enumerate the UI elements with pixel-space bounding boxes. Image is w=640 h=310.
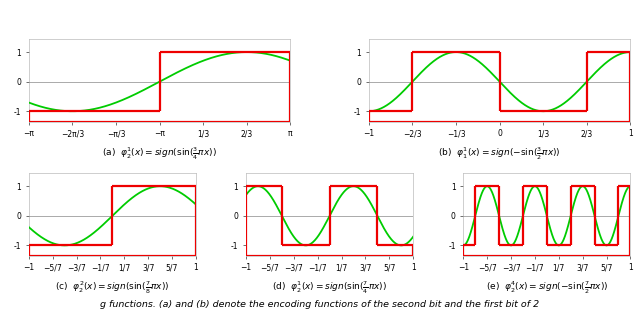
- X-axis label: (b)  $\varphi_1^1(x) = sign(-\sin(\frac{3}{2}\pi x))$: (b) $\varphi_1^1(x) = sign(-\sin(\frac{3…: [438, 145, 561, 162]
- X-axis label: (e)  $\varphi_2^4(x) = sign(-\sin(\frac{7}{2}\pi x))$: (e) $\varphi_2^4(x) = sign(-\sin(\frac{7…: [486, 279, 608, 296]
- X-axis label: (d)  $\varphi_2^1(x) = sign(\sin(\frac{7}{4}\pi x))$: (d) $\varphi_2^1(x) = sign(\sin(\frac{7}…: [272, 279, 387, 296]
- Text: g functions. (a) and (b) denote the encoding functions of the second bit and the: g functions. (a) and (b) denote the enco…: [100, 300, 540, 309]
- X-axis label: (a)  $\varphi_2^1(x) = sign(\sin(\frac{3}{4}\pi x))$: (a) $\varphi_2^1(x) = sign(\sin(\frac{3}…: [102, 145, 217, 162]
- X-axis label: (c)  $\varphi_2^2(x) = sign(\sin(\frac{7}{8}\pi x))$: (c) $\varphi_2^2(x) = sign(\sin(\frac{7}…: [55, 279, 170, 296]
